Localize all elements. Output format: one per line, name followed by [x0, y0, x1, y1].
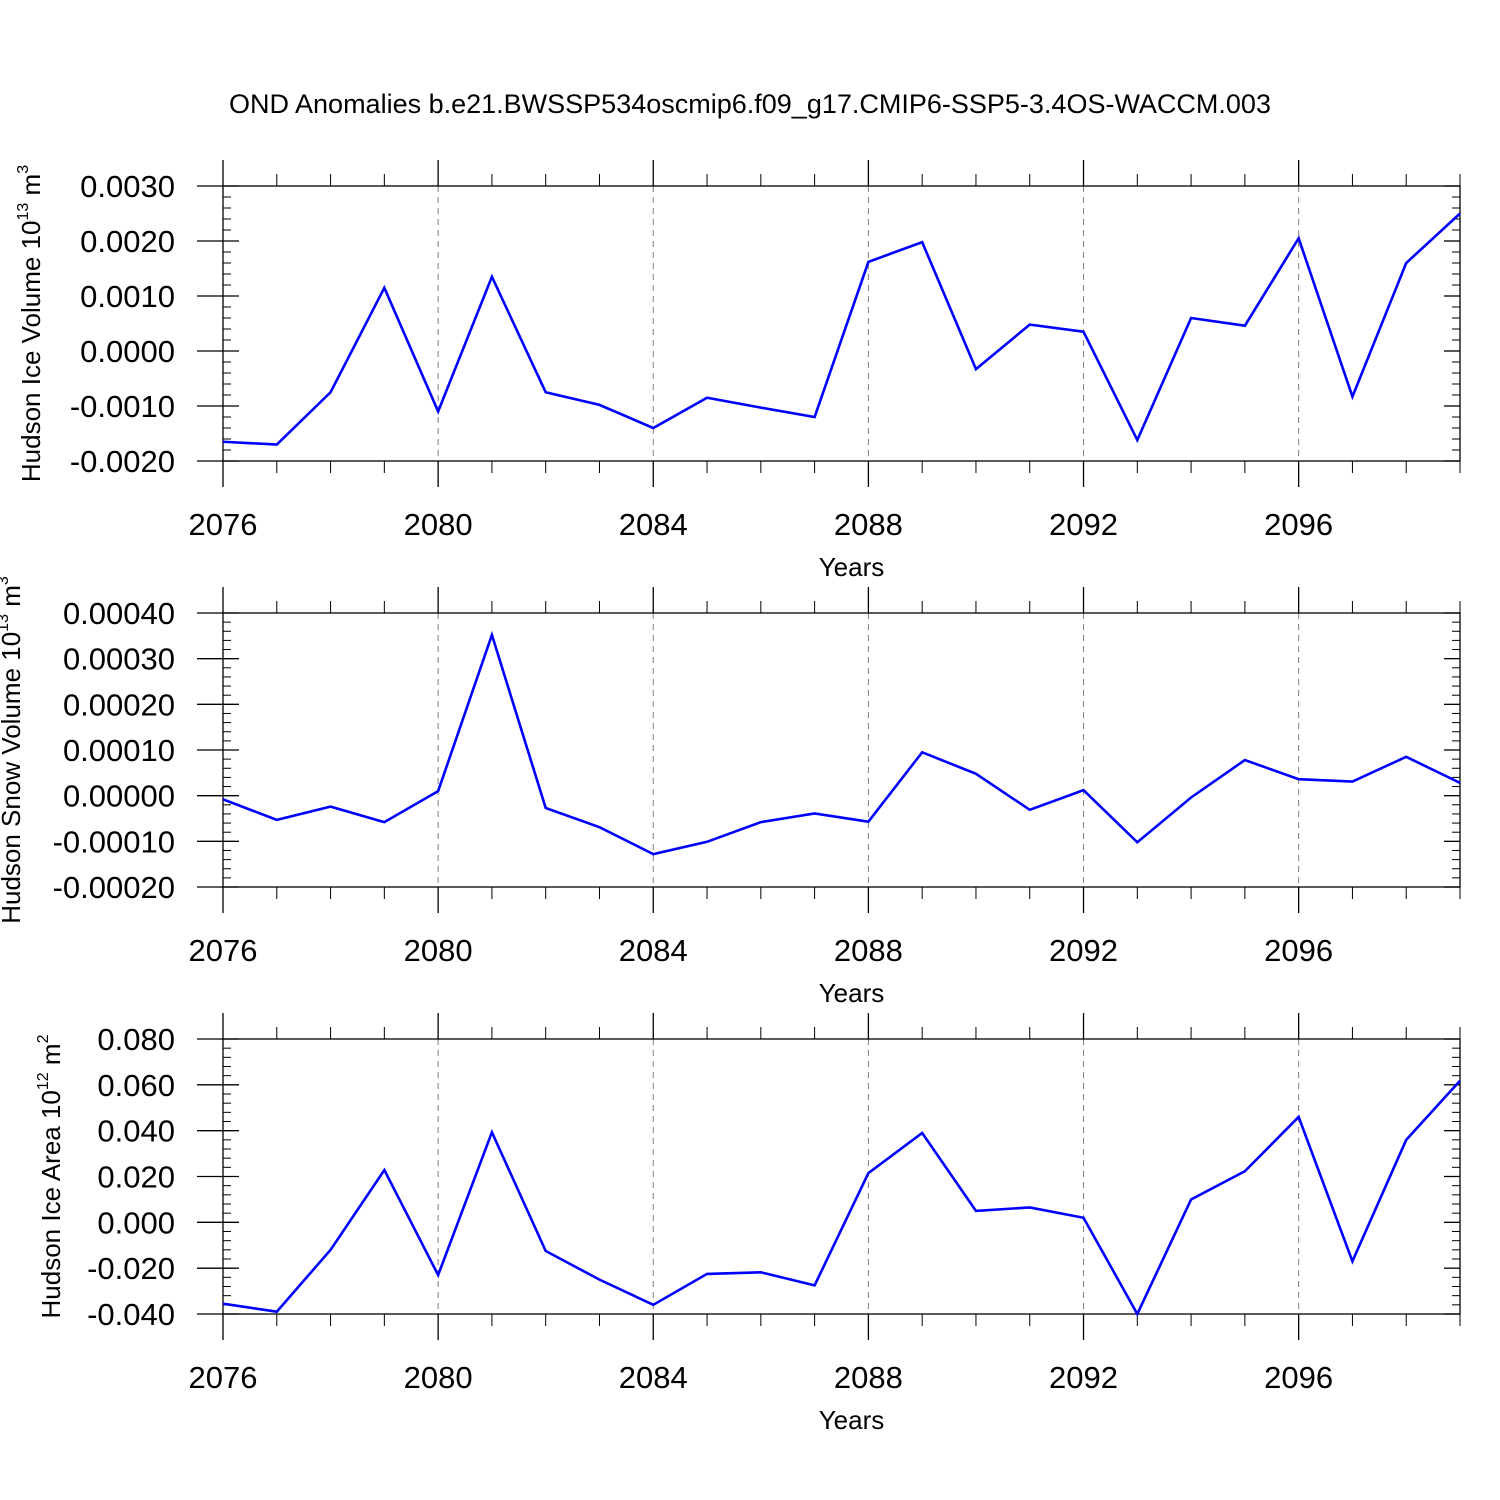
y-tick-label: 0.020: [97, 1160, 175, 1195]
x-tick-label: 2080: [404, 507, 473, 542]
y-tick-label: 0.000: [97, 1205, 175, 1240]
y-tick-label: 0.00040: [63, 596, 175, 631]
x-tick-label: 2084: [619, 1360, 688, 1395]
y-tick-label: 0.00010: [63, 733, 175, 768]
plot-frame: [222, 185, 1461, 462]
x-tick-label: 2096: [1264, 1360, 1333, 1395]
series-line: [222, 212, 1461, 446]
x-tick-label: 2096: [1264, 507, 1333, 542]
y-tick-label: 0.0020: [80, 224, 175, 259]
x-tick-label: 2092: [1049, 1360, 1118, 1395]
y-axis-label: Hudson Ice Volume 1013 m3: [15, 165, 46, 482]
x-tick-label: 2084: [619, 507, 688, 542]
x-axis-label: Years: [819, 552, 885, 582]
y-tick-label: 0.040: [97, 1114, 175, 1149]
panel-3: 2076 2080 2084 2088 2092 2096 0.080 0.060 0.040 0…: [35, 1013, 1461, 1435]
y-tick-label: -0.00010: [53, 824, 175, 859]
panel-1: 2076 2080 2084 2088 2092 2096 0.0030 0.0020 0.00…: [15, 160, 1461, 582]
panel-2: 2076 2080 2084 2088 2092 2096 0.00040 0.00030 0.…: [0, 576, 1461, 1008]
y-axis-label: Hudson Ice Area 1012 m2: [35, 1034, 66, 1318]
y-tick-label: 0.0010: [80, 279, 175, 314]
series-line: [222, 630, 1461, 856]
y-tick-label: 0.00020: [63, 687, 175, 722]
y-axis-label: Hudson Snow Volume 1013 m3: [0, 576, 26, 924]
x-tick-label: 2076: [189, 507, 258, 542]
y-tick-label: -0.0010: [70, 389, 175, 424]
series-line: [222, 1079, 1461, 1317]
plot-frame: [222, 1038, 1461, 1315]
y-tick-label: 0.080: [97, 1022, 175, 1057]
y-tick-label: 0.00030: [63, 642, 175, 677]
x-axis-label: Years: [819, 1405, 885, 1435]
x-tick-label: 2092: [1049, 507, 1118, 542]
y-tick-label: 0.060: [97, 1068, 175, 1103]
x-tick-label: 2088: [834, 507, 903, 542]
x-tick-label: 2076: [189, 933, 258, 968]
y-tick-label: -0.00020: [53, 870, 175, 905]
y-tick-label: 0.00000: [63, 779, 175, 814]
x-tick-label: 2096: [1264, 933, 1333, 968]
x-tick-label: 2092: [1049, 933, 1118, 968]
y-tick-label: -0.0020: [70, 444, 175, 479]
x-tick-label: 2088: [834, 933, 903, 968]
y-tick-label: -0.040: [87, 1297, 175, 1332]
x-tick-label: 2088: [834, 1360, 903, 1395]
x-tick-label: 2084: [619, 933, 688, 968]
plot-frame: [222, 612, 1461, 888]
y-tick-label: 0.0030: [80, 169, 175, 204]
x-tick-label: 2080: [404, 1360, 473, 1395]
y-tick-label: -0.020: [87, 1251, 175, 1286]
x-tick-label: 2080: [404, 933, 473, 968]
chart-title: OND Anomalies b.e21.BWSSP534oscmip6.f09_…: [229, 89, 1271, 119]
x-axis-label: Years: [819, 978, 885, 1008]
y-tick-label: 0.0000: [80, 334, 175, 369]
x-tick-label: 2076: [189, 1360, 258, 1395]
